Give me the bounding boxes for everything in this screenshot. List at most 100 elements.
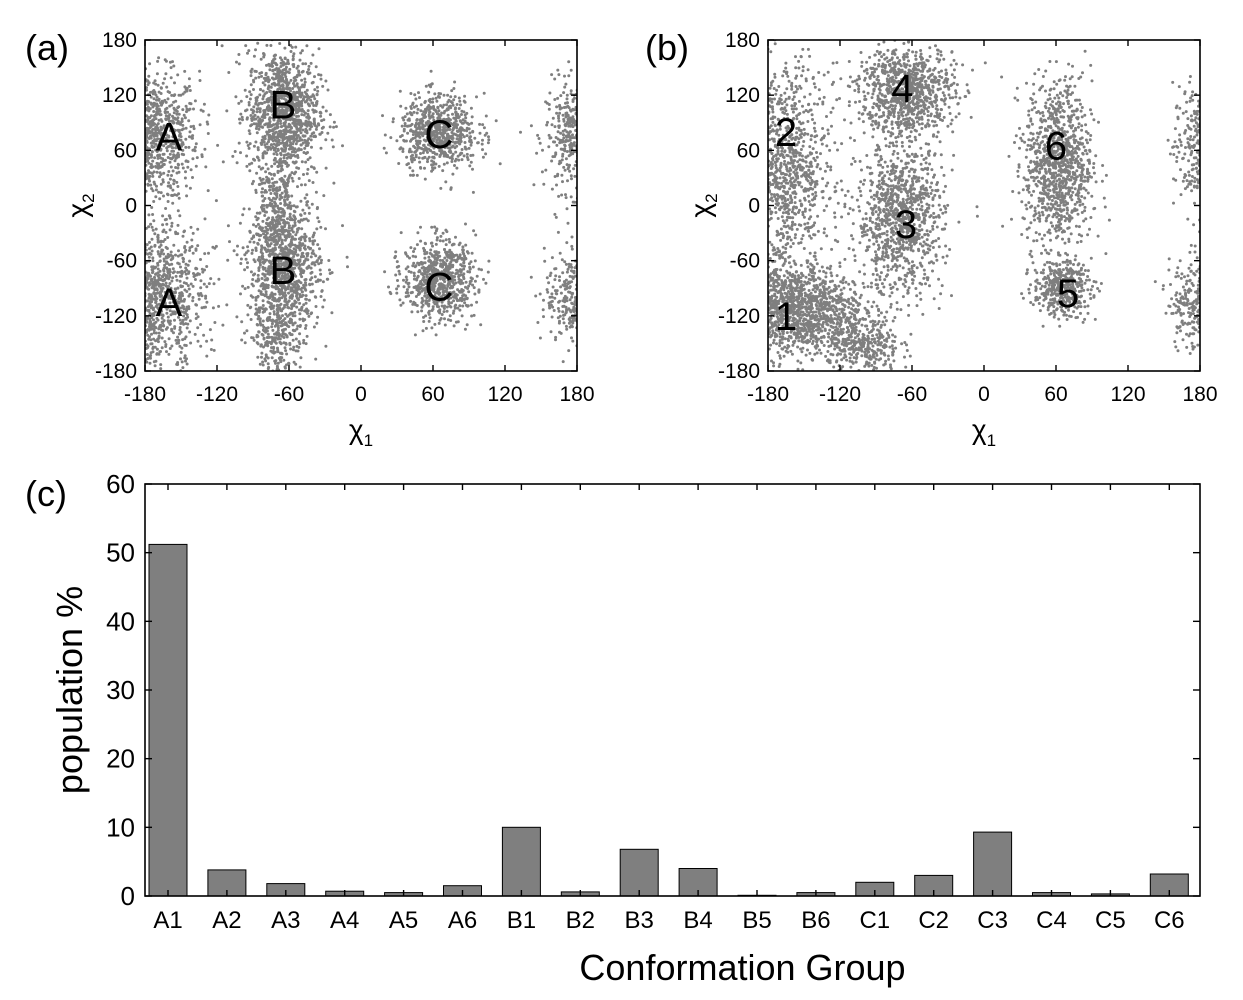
scatter-point (147, 374, 150, 377)
scatter-point (139, 280, 142, 283)
scatter-point (116, 335, 119, 338)
scatter-point (138, 295, 141, 298)
scatter-point (170, 344, 174, 348)
scatter-point (195, 303, 198, 307)
scatter-point (591, 101, 594, 104)
scatter-point (203, 217, 207, 221)
scatter-point (180, 360, 184, 364)
scatter-point (154, 82, 158, 86)
scatter-point (189, 341, 193, 345)
scatter-point (102, 138, 105, 141)
scatter-point (103, 247, 106, 250)
scatter-point (165, 261, 168, 265)
scatter-point (149, 222, 153, 226)
scatter-point (254, 102, 258, 106)
scatter-point (150, 153, 153, 157)
scatter-point (381, 114, 384, 118)
scatter-point (567, 165, 571, 169)
scatter-point (312, 94, 316, 98)
scatter-point (87, 100, 90, 103)
scatter-point (288, 128, 292, 132)
scatter-point (179, 306, 182, 310)
scatter-point (181, 166, 185, 170)
scatter-point (553, 98, 557, 101)
scatter-point (481, 148, 484, 152)
scatter-point (139, 110, 142, 113)
scatter-point (105, 301, 108, 304)
scatter-point (250, 67, 254, 71)
scatter-point (254, 48, 257, 52)
scatter-point (583, 257, 586, 260)
scatter-point (185, 290, 189, 293)
scatter-point (136, 111, 139, 114)
scatter-point (559, 139, 563, 143)
scatter-point (295, 66, 299, 70)
scatter-point (139, 318, 142, 321)
scatter-point (172, 270, 176, 274)
scatter-point (141, 156, 144, 159)
scatter-point (415, 118, 419, 121)
scatter-point (276, 119, 280, 123)
scatter-point (272, 32, 275, 35)
scatter-point (414, 97, 418, 101)
scatter-point (300, 227, 304, 231)
scatter-point (126, 301, 129, 304)
scatter-point (96, 142, 99, 145)
scatter-point (140, 250, 143, 253)
scatter-point (161, 157, 165, 161)
scatter-point (446, 119, 450, 123)
scatter-point (275, 109, 279, 113)
scatter-point (245, 140, 249, 144)
scatter-point (596, 127, 599, 130)
scatter-point (115, 122, 118, 125)
scatter-point (578, 342, 581, 345)
scatter-point (205, 300, 209, 304)
scatter-point (241, 246, 245, 250)
scatter-point (322, 194, 326, 198)
scatter-point (93, 245, 96, 248)
scatter-point (263, 83, 267, 87)
scatter-point (85, 270, 88, 273)
scatter-point (138, 291, 141, 294)
scatter-point (424, 146, 428, 150)
scatter-point (591, 273, 594, 276)
scatter-point (298, 58, 302, 62)
scatter-point (568, 285, 572, 289)
scatter-point (298, 312, 302, 316)
scatter-point (438, 153, 442, 157)
scatter-point (273, 57, 277, 61)
scatter-point (588, 307, 591, 310)
scatter-point (597, 123, 600, 126)
scatter-point (137, 328, 140, 331)
scatter-point (161, 214, 165, 218)
scatter-point (123, 176, 126, 179)
scatter-point (141, 111, 144, 114)
scatter-point (257, 158, 261, 162)
scatter-point (564, 193, 567, 197)
scatter-point (150, 172, 154, 175)
scatter-point (181, 92, 185, 96)
scatter-point (169, 250, 173, 254)
scatter-point (279, 153, 283, 157)
scatter-point (126, 274, 129, 277)
scatter-point (274, 130, 278, 134)
scatter-point (182, 314, 186, 318)
scatter-point (150, 130, 154, 134)
scatter-point (118, 338, 121, 341)
scatter-point (407, 118, 411, 122)
scatter-point (263, 92, 267, 96)
scatter-point (180, 346, 184, 350)
scatter-point (443, 129, 447, 133)
scatter-point (268, 133, 272, 137)
scatter-point (280, 111, 284, 115)
scatter-point (591, 286, 594, 289)
scatter-point (184, 126, 188, 130)
scatter-point (165, 222, 169, 226)
scatter-point (278, 102, 282, 106)
scatter-point (153, 156, 157, 160)
scatter-point (589, 177, 592, 180)
scatter-point (312, 231, 316, 235)
scatter-point (559, 131, 563, 135)
scatter-point (97, 162, 100, 165)
scatter-point (581, 191, 584, 194)
